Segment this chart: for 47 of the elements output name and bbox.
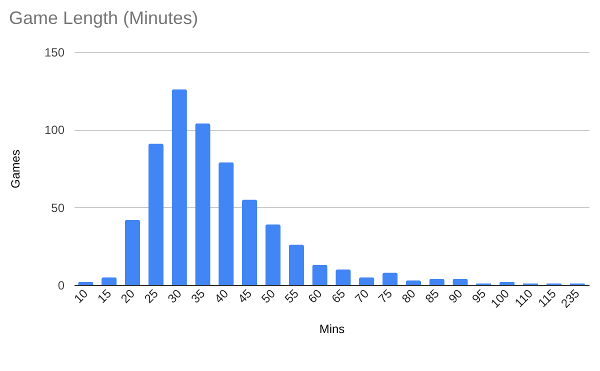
x-tick-label: 30 — [164, 286, 185, 306]
y-tick-label: 100 — [44, 123, 65, 138]
y-tick-label: 150 — [44, 46, 65, 60]
x-tick-label: 115 — [535, 286, 560, 310]
x-tick-label: 95 — [469, 286, 489, 306]
x-tick-label: 85 — [422, 286, 442, 306]
bar — [124, 220, 140, 285]
x-tick-label: 35 — [188, 286, 208, 306]
x-tick-label: 40 — [212, 286, 232, 306]
x-tick-label: 235 — [558, 286, 582, 311]
bar — [288, 244, 304, 285]
x-tick-label: 10 — [71, 286, 91, 306]
x-tick-label: 70 — [352, 286, 372, 306]
x-tick-label: 55 — [282, 286, 302, 306]
bar — [78, 282, 94, 285]
bar — [406, 280, 422, 285]
bar — [265, 224, 281, 285]
x-tick-label: 45 — [235, 286, 255, 306]
bar — [312, 264, 328, 285]
bar — [242, 200, 258, 285]
x-tick-label: 65 — [328, 286, 348, 306]
bar — [382, 272, 398, 285]
bar — [148, 144, 164, 285]
bar — [218, 162, 234, 285]
bar — [172, 89, 187, 285]
x-tick-label: 60 — [305, 286, 325, 306]
bar — [336, 269, 351, 285]
x-tick-label: 20 — [118, 286, 138, 306]
y-tick-label: 0 — [58, 278, 65, 292]
x-tick-label: 100 — [488, 286, 512, 311]
chart-title: Game Length (Minutes) — [8, 8, 198, 28]
bar — [429, 278, 444, 285]
bar — [452, 278, 468, 285]
bar — [499, 282, 515, 285]
x-axis-title: Mins — [319, 322, 345, 336]
bar — [102, 277, 117, 285]
bar — [359, 277, 374, 285]
x-tick-label: 80 — [399, 286, 419, 306]
x-tick-label: 110 — [512, 286, 536, 310]
x-tick-label: 25 — [142, 286, 162, 306]
y-axis-title: Games — [8, 150, 22, 188]
x-tick-label: 75 — [376, 286, 396, 306]
y-tick-label: 50 — [51, 200, 65, 215]
bar — [195, 123, 210, 285]
x-tick-label: 50 — [258, 286, 278, 306]
x-tick-label: 15 — [94, 286, 114, 306]
x-tick-label: 90 — [446, 286, 466, 306]
